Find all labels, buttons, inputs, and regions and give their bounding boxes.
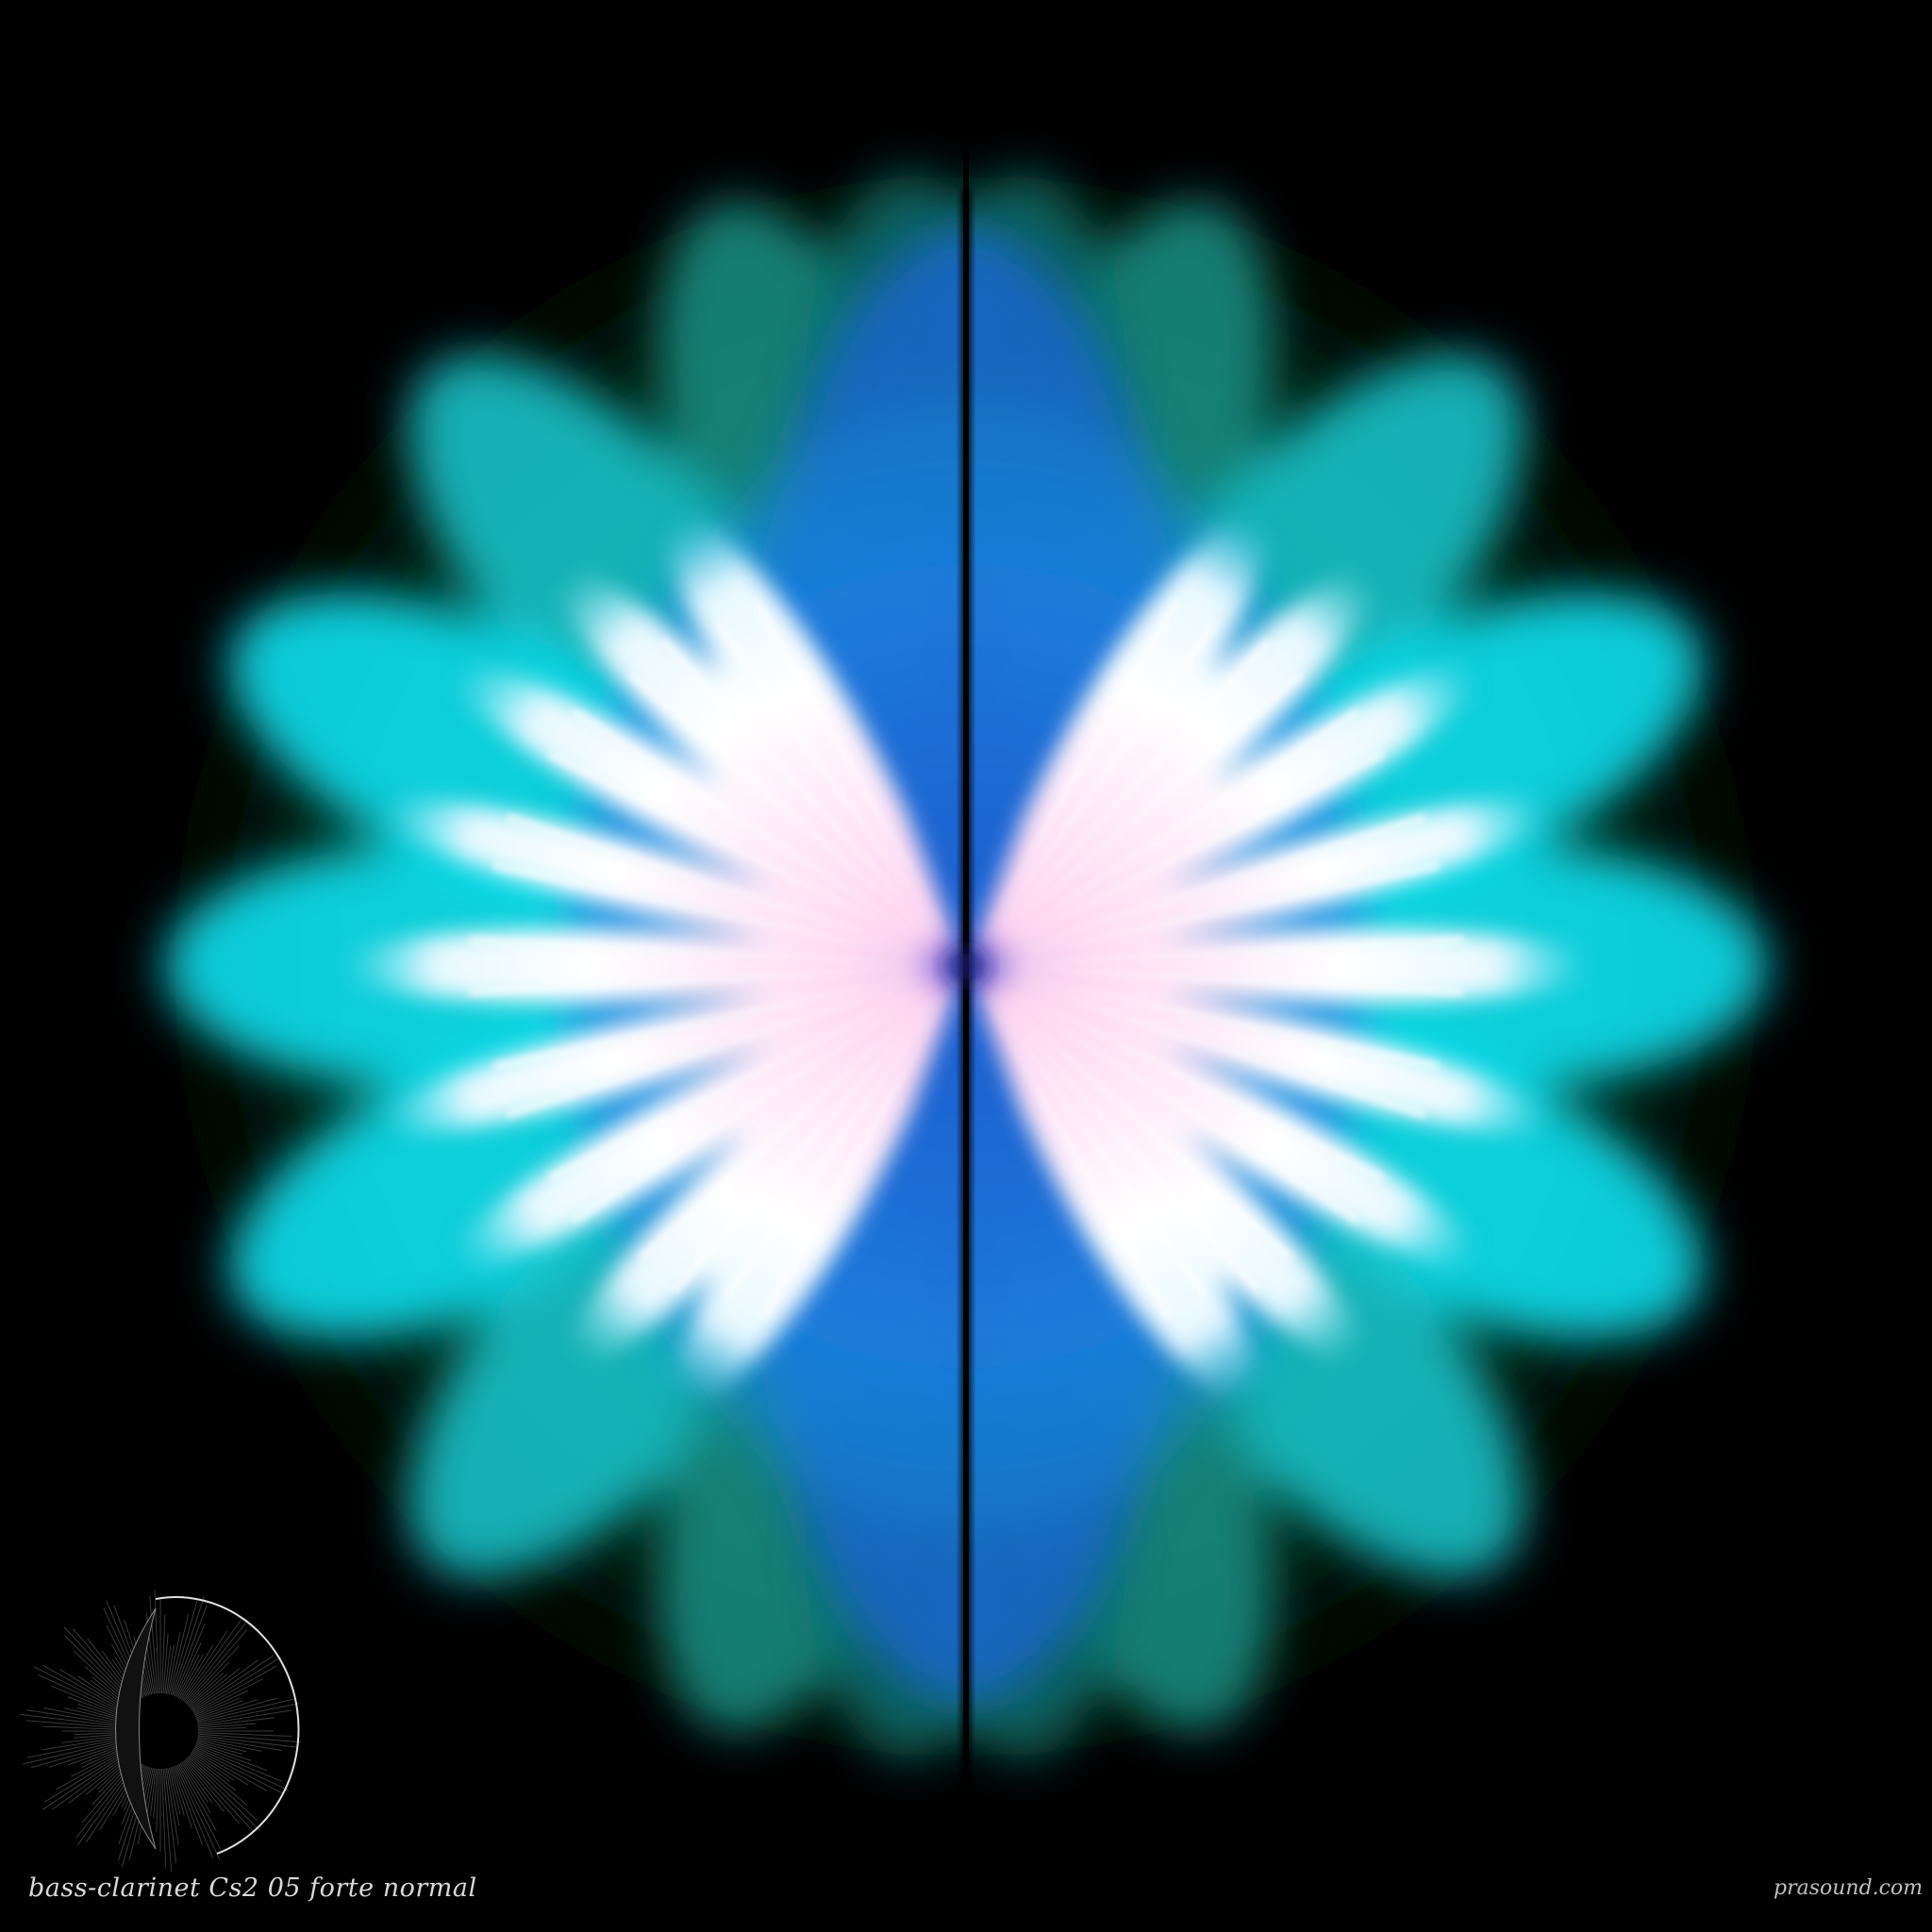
ray-streak bbox=[468, 936, 961, 966]
caption-site: prasound.com bbox=[1774, 1876, 1924, 1900]
ray-streak bbox=[659, 638, 962, 962]
ray-streak bbox=[969, 970, 1209, 1298]
ray-streak bbox=[971, 966, 1464, 996]
ray-streak bbox=[970, 970, 1294, 1262]
ray-streak bbox=[969, 971, 1174, 1322]
ray-streak bbox=[627, 671, 962, 963]
ray bbox=[972, 970, 1481, 1273]
ray bbox=[971, 567, 1378, 961]
ray bbox=[970, 511, 1271, 960]
ray-streak bbox=[970, 671, 1305, 963]
ray bbox=[378, 795, 959, 964]
ray-streak bbox=[971, 708, 1361, 963]
ray bbox=[672, 972, 962, 1405]
ray-streak bbox=[492, 861, 961, 965]
ray-streak bbox=[969, 622, 1218, 962]
ray bbox=[972, 659, 1481, 962]
ray-streak bbox=[970, 970, 1262, 1294]
ray bbox=[451, 970, 960, 1273]
ray-streak bbox=[670, 970, 962, 1294]
ray bbox=[343, 929, 958, 1003]
ray-streak bbox=[971, 936, 1464, 966]
ray bbox=[378, 968, 959, 1137]
ray-streak bbox=[971, 861, 1440, 965]
ray-streak bbox=[971, 967, 1427, 1120]
ray-streak bbox=[468, 966, 961, 996]
ray bbox=[970, 972, 1260, 1405]
ray-streak bbox=[505, 812, 961, 965]
ray bbox=[974, 929, 1589, 1003]
ray bbox=[973, 968, 1554, 1137]
ray-streak bbox=[971, 750, 1385, 964]
center-seam bbox=[949, 151, 983, 1849]
ray-streak bbox=[969, 598, 1181, 961]
ray bbox=[973, 795, 1554, 964]
ray-streak bbox=[971, 968, 1385, 1182]
ray-streak bbox=[970, 638, 1273, 962]
circular-waveform-logo-icon bbox=[19, 1590, 302, 1873]
ray-streak bbox=[971, 969, 1361, 1224]
ray-streak bbox=[758, 971, 963, 1322]
ray-streak bbox=[571, 708, 961, 963]
ray-streak bbox=[571, 969, 961, 1224]
ray-streak bbox=[971, 812, 1427, 965]
ray-streak bbox=[971, 967, 1440, 1071]
ray-streak bbox=[638, 970, 962, 1262]
ray-burst bbox=[343, 511, 1589, 1405]
ray bbox=[661, 511, 962, 960]
ray-streak bbox=[547, 968, 961, 1182]
ray-streak bbox=[714, 622, 963, 962]
ray-streak bbox=[505, 967, 961, 1120]
caption-title: bass-clarinet Cs2 05 forte normal bbox=[28, 1874, 477, 1903]
ray-streak bbox=[723, 970, 963, 1298]
ray-streak bbox=[751, 598, 963, 961]
ray-streak bbox=[547, 750, 961, 964]
ray bbox=[554, 567, 961, 961]
ray-streak bbox=[492, 967, 961, 1071]
ray bbox=[451, 659, 960, 962]
